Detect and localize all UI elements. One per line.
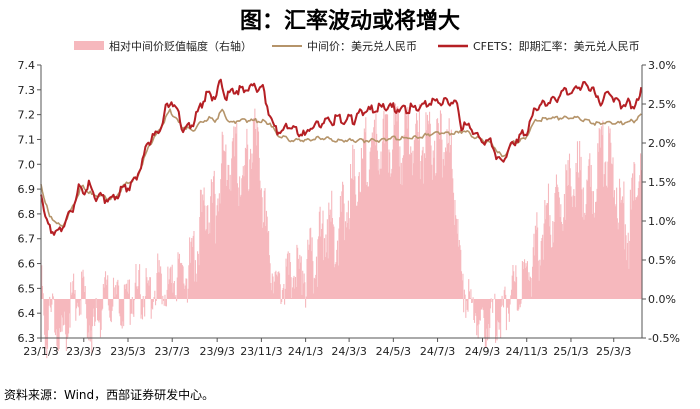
axes-layer: 6.3 6.4 6.5 6.6 6.7 6.8 6.9 7.0 7.1 7.2 7.3 7.4 -0.5… xyxy=(18,59,680,358)
legend: 相对中间价贬值幅度（右轴） 中间价：美元兑人民币 CFETS：即期汇率：美元兑人民币 xyxy=(74,39,640,53)
x-tick-label: 23/1/3 xyxy=(23,345,58,358)
y-tick-label: 7.4 xyxy=(18,59,36,72)
x-tick-label: 24/3/3 xyxy=(331,345,366,358)
legend-label: 相对中间价贬值幅度（右轴） xyxy=(109,39,252,53)
y2-tick-label: 2.0% xyxy=(648,137,676,150)
y-tick-label: 6.5 xyxy=(18,282,36,295)
legend-swatch-area xyxy=(74,41,104,50)
y-tick-label: 7.3 xyxy=(18,84,36,97)
y-tick-label: 6.3 xyxy=(18,332,36,345)
y2-tick-label: 2.5% xyxy=(648,98,676,111)
midpoint-rate-line xyxy=(40,108,642,228)
y-tick-label: 7.0 xyxy=(18,158,36,171)
y2-tick-label: 1.5% xyxy=(648,176,676,189)
y2-tick-label: 0.5% xyxy=(648,254,676,267)
rate-lines-layer xyxy=(40,78,643,236)
x-tick-label: 24/1/3 xyxy=(288,345,323,358)
y-tick-label: 6.6 xyxy=(18,258,36,271)
chart-title: 图：汇率波动或将增大 xyxy=(239,8,460,34)
x-tick-label: 24/11/3 xyxy=(506,345,548,358)
x-tick-label: 24/5/3 xyxy=(376,345,411,358)
x-tick-label: 24/9/3 xyxy=(465,345,500,358)
depreciation-area-layer xyxy=(40,103,643,359)
x-tick-label: 25/1/3 xyxy=(553,345,588,358)
exchange-rate-chart: 相对中间价贬值幅度（右轴） 中间价：美元兑人民币 CFETS：即期汇率：美元兑人民币… xyxy=(18,39,680,359)
y-tick-label: 7.2 xyxy=(18,109,36,122)
depreciation-area xyxy=(40,103,643,359)
x-tick-label: 24/7/3 xyxy=(420,345,455,358)
y2-tick-label: 1.0% xyxy=(648,215,676,228)
x-tick-label: 25/3/3 xyxy=(596,345,631,358)
x-tick-label: 23/3/3 xyxy=(66,345,101,358)
y-tick-label: 6.7 xyxy=(18,233,36,246)
y-tick-label: 6.9 xyxy=(18,183,36,196)
y2-tick-label: -0.5% xyxy=(648,332,680,345)
y-tick-label: 7.1 xyxy=(18,133,36,146)
spot-rate-line xyxy=(40,78,643,236)
x-tick-label: 23/5/3 xyxy=(110,345,145,358)
source-note: 资料来源：Wind，西部证券研发中心。 xyxy=(4,388,215,402)
y2-tick-label: 0.0% xyxy=(648,293,676,306)
x-tick-label: 23/7/3 xyxy=(155,345,190,358)
y2-tick-label: 3.0% xyxy=(648,59,676,72)
x-tick-label: 23/11/3 xyxy=(240,345,282,358)
legend-label: 中间价：美元兑人民币 xyxy=(307,39,417,53)
y-tick-label: 6.8 xyxy=(18,208,36,221)
x-tick-label: 23/9/3 xyxy=(199,345,234,358)
y-tick-label: 6.4 xyxy=(18,307,36,320)
legend-label: CFETS：即期汇率：美元兑人民币 xyxy=(473,39,640,53)
